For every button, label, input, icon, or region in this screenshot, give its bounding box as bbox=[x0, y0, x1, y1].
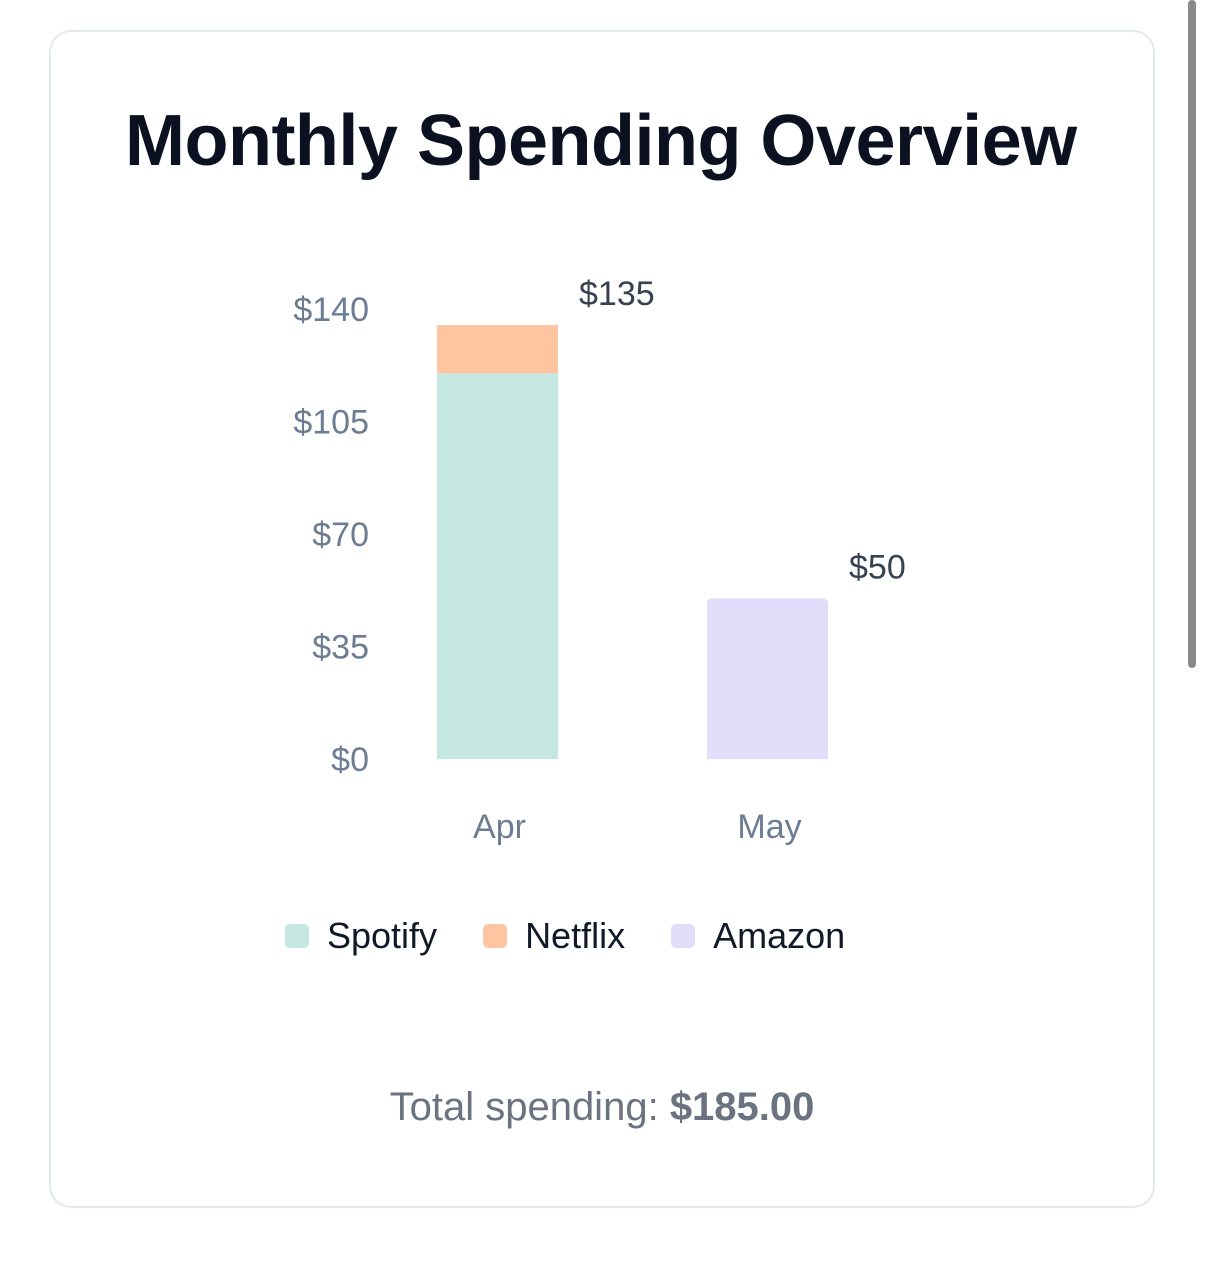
bar-chart: $0 $35 $70 $105 $140 Apr May $135 $50 bbox=[293, 275, 906, 846]
legend-label: Netflix bbox=[525, 915, 626, 956]
total-spending: Total spending: $185.00 bbox=[51, 1085, 1153, 1130]
chart-title: Monthly Spending Overview bbox=[125, 101, 1077, 181]
legend-label: Amazon bbox=[713, 915, 846, 956]
scrollbar[interactable] bbox=[1188, 0, 1196, 668]
spending-card: Monthly Spending Overview $0 $35 $70 $105 $1… bbox=[49, 30, 1155, 1208]
legend-item-netflix[interactable]: Netflix bbox=[483, 915, 625, 957]
y-tick-label: $35 bbox=[312, 629, 369, 667]
data-labels: $135 $50 bbox=[579, 275, 906, 586]
y-tick-label: $70 bbox=[312, 516, 369, 554]
bar-apr-netflix[interactable] bbox=[437, 325, 558, 374]
bar-may-amazon[interactable] bbox=[707, 598, 828, 759]
y-axis: $0 $35 $70 $105 $140 bbox=[293, 291, 369, 779]
y-tick-label: $140 bbox=[293, 291, 369, 329]
x-tick-label: Apr bbox=[473, 808, 526, 846]
bar-total-label: $135 bbox=[579, 275, 655, 313]
legend-swatch bbox=[671, 924, 696, 948]
bar-total-label: $50 bbox=[849, 548, 906, 586]
legend-swatch bbox=[285, 924, 309, 948]
total-value: $185.00 bbox=[669, 1085, 815, 1129]
legend-item-amazon[interactable]: Amazon bbox=[671, 915, 845, 957]
chart-legend: Spotify Netflix Amazon bbox=[285, 915, 891, 957]
x-tick-label: May bbox=[737, 808, 801, 846]
y-tick-label: $105 bbox=[293, 404, 369, 442]
legend-swatch bbox=[483, 924, 508, 948]
legend-label: Spotify bbox=[327, 915, 438, 956]
total-label: Total spending: bbox=[389, 1085, 659, 1129]
legend-item-spotify[interactable]: Spotify bbox=[285, 915, 437, 957]
x-axis: Apr May bbox=[473, 808, 802, 846]
bar-apr-spotify[interactable] bbox=[437, 373, 558, 759]
y-tick-label: $0 bbox=[331, 741, 369, 779]
bars bbox=[437, 325, 828, 759]
